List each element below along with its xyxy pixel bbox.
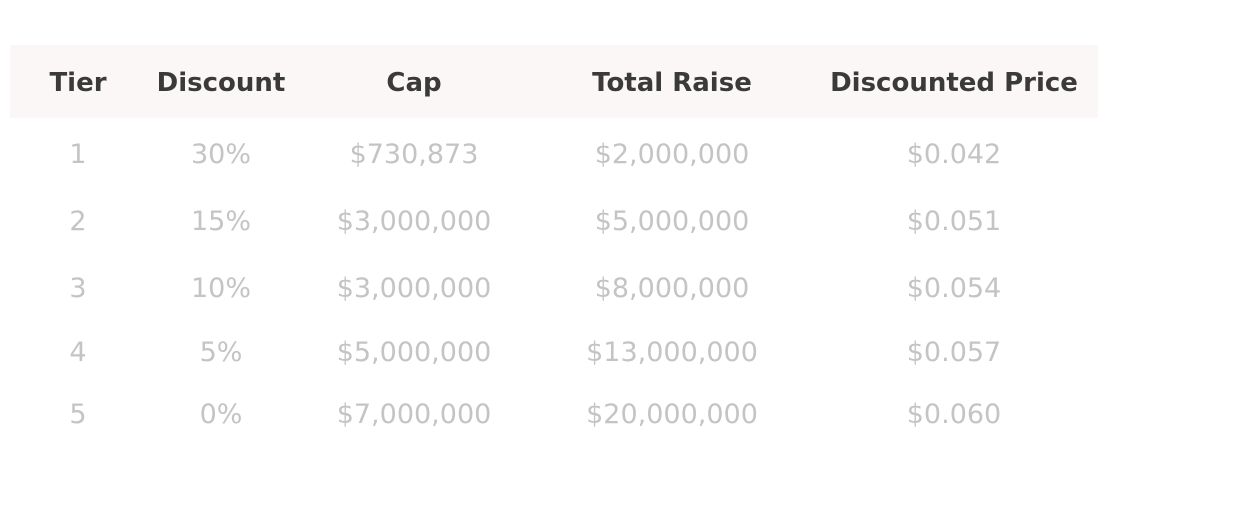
cell-cap: $3,000,000 xyxy=(336,206,492,237)
cell-discount: 15% xyxy=(190,206,251,237)
cell-discounted-price: $0.060 xyxy=(906,399,1002,430)
cell-discount: 5% xyxy=(199,337,243,368)
table-header: Tier Discount Cap Total Raise Discounted… xyxy=(10,45,1098,118)
cell-discounted-price: $0.054 xyxy=(906,273,1002,304)
table-row: 4 5% $5,000,000 $13,000,000 $0.057 xyxy=(10,333,1098,373)
cell-cap: $5,000,000 xyxy=(336,337,492,368)
tier-table: Tier Discount Cap Total Raise Discounted… xyxy=(10,45,1098,430)
cell-total-raise: $8,000,000 xyxy=(594,273,750,304)
cell-tier: 4 xyxy=(69,337,87,368)
table-row: 3 10% $3,000,000 $8,000,000 $0.054 xyxy=(10,269,1098,309)
column-header-discounted-price: Discounted Price xyxy=(830,68,1078,98)
cell-total-raise: $13,000,000 xyxy=(586,337,758,368)
cell-discount: 10% xyxy=(190,273,251,304)
cell-discount: 0% xyxy=(199,399,243,430)
table-row: 1 30% $730,873 $2,000,000 $0.042 xyxy=(10,135,1098,175)
cell-cap: $3,000,000 xyxy=(336,273,492,304)
cell-tier: 1 xyxy=(69,139,87,170)
cell-cap: $730,873 xyxy=(349,139,479,170)
table-row: 2 15% $3,000,000 $5,000,000 $0.051 xyxy=(10,202,1098,242)
column-header-total-raise: Total Raise xyxy=(592,68,752,98)
cell-cap: $7,000,000 xyxy=(336,399,492,430)
column-header-cap: Cap xyxy=(386,68,442,98)
cell-discount: 30% xyxy=(190,139,251,170)
cell-discounted-price: $0.051 xyxy=(906,206,1002,237)
cell-discounted-price: $0.057 xyxy=(906,337,1002,368)
cell-tier: 5 xyxy=(69,399,87,430)
cell-total-raise: $5,000,000 xyxy=(594,206,750,237)
column-header-discount: Discount xyxy=(156,68,286,98)
cell-tier: 3 xyxy=(69,273,87,304)
column-header-tier: Tier xyxy=(49,68,107,98)
cell-total-raise: $20,000,000 xyxy=(586,399,758,430)
table-row: 5 0% $7,000,000 $20,000,000 $0.060 xyxy=(10,395,1098,435)
cell-total-raise: $2,000,000 xyxy=(594,139,750,170)
cell-tier: 2 xyxy=(69,206,87,237)
cell-discounted-price: $0.042 xyxy=(906,139,1002,170)
